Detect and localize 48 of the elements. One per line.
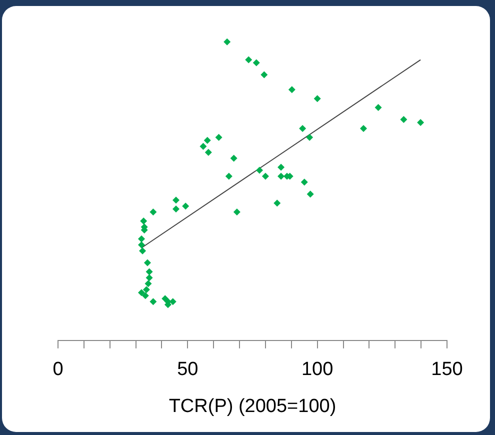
- point: [138, 241, 146, 248]
- point: [146, 274, 153, 282]
- point: [144, 280, 152, 288]
- x-tick-label: 150: [431, 359, 463, 380]
- point: [142, 292, 149, 300]
- point: [138, 235, 146, 242]
- point: [204, 148, 212, 156]
- x-tick-label: 0: [52, 359, 64, 380]
- point: [262, 172, 269, 180]
- point: [150, 208, 157, 216]
- point: [200, 142, 207, 150]
- point: [172, 196, 180, 204]
- point: [224, 38, 231, 46]
- point: [288, 86, 296, 94]
- point: [274, 200, 281, 207]
- point: [204, 136, 211, 144]
- point: [252, 59, 260, 66]
- point: [256, 166, 263, 174]
- point: [139, 247, 146, 254]
- point: [225, 172, 232, 180]
- point: [144, 259, 151, 266]
- point: [215, 134, 222, 141]
- point: [314, 95, 321, 102]
- point: [146, 268, 153, 276]
- point: [374, 104, 382, 112]
- x-tick-label: 50: [177, 359, 198, 380]
- point: [140, 217, 148, 224]
- point: [278, 164, 285, 171]
- point: [230, 154, 238, 162]
- point: [172, 206, 180, 213]
- point: [169, 298, 176, 306]
- point: [233, 208, 240, 216]
- point: [150, 298, 157, 306]
- point: [299, 124, 306, 132]
- point: [245, 56, 252, 64]
- point: [138, 289, 146, 296]
- point: [417, 118, 424, 126]
- point: [360, 124, 367, 132]
- x-axis-title: TCR(P) (2005=100): [168, 396, 336, 417]
- x-tick-label: 100: [301, 359, 334, 380]
- point: [400, 116, 408, 123]
- point: [182, 202, 190, 210]
- point: [306, 134, 314, 141]
- point: [142, 286, 150, 294]
- point: [300, 178, 308, 186]
- point: [260, 71, 268, 78]
- point: [278, 172, 285, 180]
- point: [306, 190, 314, 198]
